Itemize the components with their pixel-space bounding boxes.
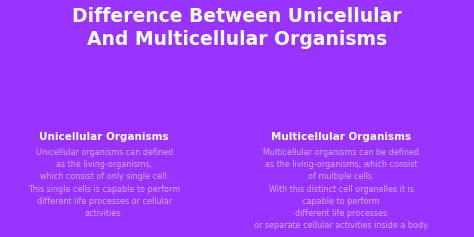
- Text: Multicellular organisms can be defined
as the living-organisms, which consist
of: Multicellular organisms can be defined a…: [254, 148, 429, 230]
- Text: Unicellular organisms can defined
as the living-organisms,
which consist of only: Unicellular organisms can defined as the…: [28, 148, 180, 218]
- Text: Unicellular Organisms: Unicellular Organisms: [39, 132, 169, 141]
- Text: Multicellular Organisms: Multicellular Organisms: [271, 132, 411, 141]
- Text: Difference Between Unicellular
And Multicellular Organisms: Difference Between Unicellular And Multi…: [72, 7, 402, 49]
